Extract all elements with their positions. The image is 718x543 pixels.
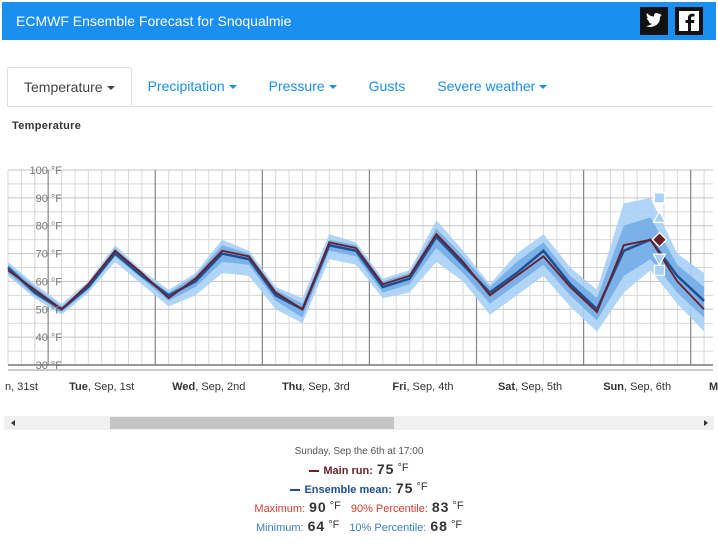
tooltip-entry: 90% Percentile: 83 °F <box>350 499 464 515</box>
x-tick-day: Tue <box>69 381 88 393</box>
tooltip: Sunday, Sep the 6th at 17:00 Main run: 75… <box>0 446 718 537</box>
y-tick-label: 60 °F <box>36 276 63 288</box>
tab[interactable]: Precipitation <box>132 67 253 106</box>
x-tick-date: , Sep, 4th <box>406 381 453 393</box>
caret <box>228 85 237 90</box>
scrollbar-thumb[interactable] <box>110 417 394 429</box>
y-tick-label: 70 °F <box>36 249 63 261</box>
tooltip-row: Maximum: 90 °F 90% Percentile: 83 °F <box>0 499 718 518</box>
x-tick-label: Sat, Sep, 5th <box>498 381 562 393</box>
tooltip-row: Ensemble mean: 75 °F <box>0 480 718 499</box>
series-marker <box>290 489 301 492</box>
x-tick-day: Sat <box>498 381 515 393</box>
tooltip-row: Minimum: 64 °F 10% Percentile: 68 °F <box>0 518 718 537</box>
tab[interactable]: Gusts <box>353 67 422 106</box>
hover-marker <box>653 264 666 276</box>
header: ECMWF Ensemble Forecast for Snoqualmie <box>2 2 716 40</box>
tooltip-unit: °F <box>450 519 463 531</box>
y-tick-label: 40 °F <box>36 332 63 344</box>
tab-label: Severe weather <box>437 78 536 94</box>
x-tick-date: , Sep, 5th <box>515 381 562 393</box>
x-tick-label: Wed, Sep, 2nd <box>172 381 245 393</box>
twitter-icon <box>646 13 662 27</box>
x-tick-label: Thu, Sep, 3rd <box>282 381 350 393</box>
x-tick-day: M <box>709 381 718 393</box>
x-tick-date: , Sep, 3rd <box>302 381 350 393</box>
scroll-right[interactable] <box>704 420 708 426</box>
tab-label: Gusts <box>368 78 406 94</box>
tooltip-entry: Maximum: 90 °F <box>254 499 341 515</box>
series-line <box>7 234 705 312</box>
chart: 30 °F 40 °F 50 °F 60 °F 70 °F 80 °F 90 °F 100 °… <box>4 165 718 430</box>
tab-label: Precipitation <box>147 78 225 94</box>
scroll-left[interactable] <box>11 420 15 426</box>
x-tick-label: Fri, Sep, 4th <box>392 381 453 393</box>
series-line <box>7 232 705 314</box>
tooltip-value: 75 <box>376 461 395 477</box>
y-tick-label: 80 °F <box>36 221 63 233</box>
tooltip-unit: °F <box>452 500 464 512</box>
series-marker <box>309 470 320 473</box>
tab-bar: Temperature Precipitation Pressure Gusts Sev… <box>7 67 713 107</box>
caret <box>106 86 115 91</box>
y-tick-label: 30 °F <box>36 360 63 372</box>
x-tick-label: Sun, Sep, 6th <box>603 381 671 393</box>
tooltip-entry: Main run: 75 °F <box>309 461 409 477</box>
x-tick-date: , Sep, 2nd <box>195 381 245 393</box>
x-tick-label: n, 31st <box>5 381 38 393</box>
tooltip-label: Maximum: <box>254 503 306 515</box>
x-tick-day: Thu <box>282 381 302 393</box>
caret <box>328 85 337 90</box>
x-tick-label: Tue, Sep, 1st <box>69 381 134 393</box>
x-tick-label: M <box>709 381 718 393</box>
tooltip-label: 90% Percentile: <box>350 503 428 515</box>
tooltip-unit: °F <box>328 519 340 531</box>
hover-marker <box>652 210 667 223</box>
ensemble-band <box>8 217 705 321</box>
x-tick-date: n, 31st <box>5 381 38 393</box>
tooltip-unit: °F <box>416 481 428 493</box>
caret <box>539 85 548 90</box>
tooltip-label: 10% Percentile: <box>349 522 427 534</box>
tab[interactable]: Pressure <box>253 67 353 106</box>
hover-marker <box>653 192 666 204</box>
header-title: ECMWF Ensemble Forecast for Snoqualmie <box>16 13 292 29</box>
tooltip-entry: Minimum: 64 °F <box>255 518 340 534</box>
tooltip-label: Main run: <box>323 465 373 477</box>
x-tick-date: , Sep, 1st <box>88 381 134 393</box>
facebook-icon <box>679 11 699 32</box>
facebook-button[interactable] <box>675 7 703 35</box>
twitter-button[interactable] <box>640 7 668 35</box>
tooltip-value: 64 <box>307 518 326 534</box>
tooltip-entry: 10% Percentile: 68 °F <box>349 518 463 534</box>
tab[interactable]: Temperature <box>7 67 132 106</box>
x-tick-date: , Sep, 6th <box>624 381 671 393</box>
tooltip-entry: Ensemble mean: 75 °F <box>290 480 428 496</box>
tooltip-row: Main run: 75 °F <box>0 461 718 480</box>
tab[interactable]: Severe weather <box>421 67 563 106</box>
x-tick-day: Wed <box>172 381 195 393</box>
y-tick-label: 100 °F <box>29 165 62 177</box>
tooltip-unit: °F <box>329 500 341 512</box>
tooltip-label: Minimum: <box>255 522 304 534</box>
x-tick-day: Sun <box>603 381 624 393</box>
tooltip-value: 90 <box>309 499 327 515</box>
tab-label: Pressure <box>268 78 325 94</box>
tooltip-title: Sunday, Sep the 6th at 17:00 <box>294 446 424 457</box>
y-tick-label: 50 °F <box>36 304 63 316</box>
tooltip-value: 68 <box>430 518 448 534</box>
tooltip-value: 83 <box>431 499 450 515</box>
tab-label: Temperature <box>24 79 103 95</box>
y-tick-label: 90 °F <box>36 193 63 205</box>
x-tick-day: Fri <box>392 381 406 393</box>
tooltip-label: Ensemble mean: <box>304 484 392 496</box>
section-title: Temperature <box>12 120 82 132</box>
hover-marker <box>651 231 668 248</box>
hover-marker <box>652 253 667 267</box>
tooltip-unit: °F <box>397 462 409 474</box>
tooltip-value: 75 <box>395 480 414 496</box>
